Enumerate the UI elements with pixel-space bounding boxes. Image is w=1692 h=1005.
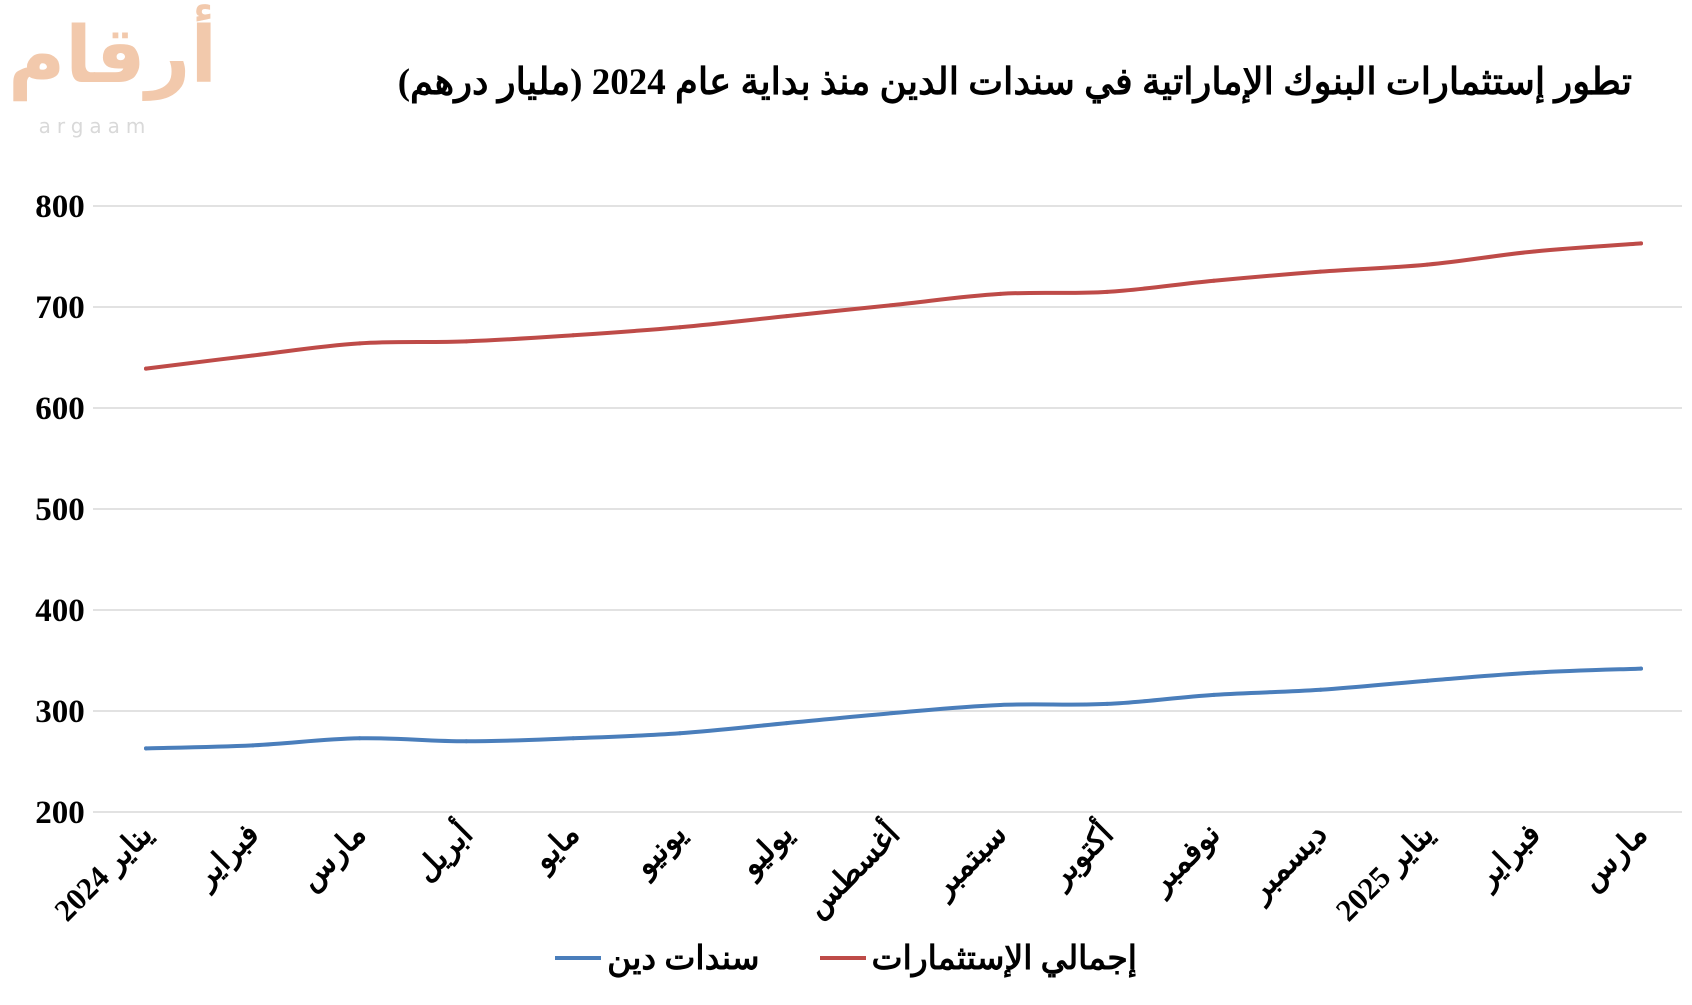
- legend-swatch: [819, 956, 866, 960]
- data-point: [784, 721, 789, 726]
- x-tick-label: ديسمبر: [1241, 816, 1335, 910]
- x-tick-label: أغسطس: [796, 813, 908, 925]
- data-point: [357, 736, 362, 741]
- data-point: [1211, 692, 1216, 697]
- data-point: [1211, 278, 1216, 283]
- data-point: [250, 353, 255, 358]
- legend-label: سندات دين: [607, 941, 760, 977]
- x-tick-label: يناير 2025: [1329, 816, 1442, 929]
- data-point: [1318, 269, 1323, 274]
- legend-swatch: [555, 956, 602, 960]
- data-point: [464, 739, 469, 744]
- y-tick-label: 600: [35, 391, 85, 427]
- x-tick-label: نوفمبر: [1141, 816, 1228, 903]
- data-point: [891, 302, 896, 307]
- y-tick-label: 800: [35, 189, 85, 225]
- x-tick-label: فبراير: [186, 816, 267, 897]
- data-point: [1105, 701, 1110, 706]
- data-point: [784, 314, 789, 319]
- data-point: [357, 341, 362, 346]
- data-point: [144, 366, 148, 371]
- data-point: [571, 333, 576, 338]
- logo-latin-text: argaam: [38, 114, 152, 138]
- x-tick-label: يوليو: [731, 816, 801, 886]
- x-tick-label: يونيو: [625, 816, 694, 885]
- data-point: [571, 736, 576, 741]
- data-point: [1425, 262, 1430, 267]
- y-tick-label: 700: [35, 290, 85, 326]
- legend: سندات دين إجمالي الإستثمارات: [0, 938, 1692, 978]
- data-point: [1639, 241, 1643, 246]
- data-point: [891, 711, 896, 716]
- data-point: [677, 731, 682, 736]
- legend-label: إجمالي الإستثمارات: [871, 941, 1137, 977]
- y-tick-label: 300: [35, 694, 85, 730]
- y-tick-label: 500: [35, 492, 85, 528]
- data-point: [1532, 670, 1537, 675]
- data-point: [144, 746, 148, 751]
- x-tick-label: فبراير: [1468, 816, 1549, 897]
- chart-title: تطور إستثمارات البنوك الإماراتية في سندا…: [397, 62, 1632, 103]
- y-tick-label: 200: [35, 795, 85, 831]
- y-tick-label: 400: [35, 593, 85, 629]
- x-tick-label: مارس: [292, 816, 374, 898]
- x-tick-label: أبريل: [405, 813, 481, 889]
- legend-item-1: إجمالي الإستثمارات: [819, 938, 1137, 978]
- gridlines: [93, 205, 1682, 813]
- data-point: [250, 743, 255, 748]
- x-tick-label: سبتمبر: [924, 816, 1015, 907]
- data-point: [464, 339, 469, 344]
- data-point: [1105, 289, 1110, 294]
- data-point: [1318, 687, 1323, 692]
- x-tick-label: يناير 2024: [47, 816, 160, 929]
- series-lines: [144, 241, 1643, 751]
- x-axis-tick-labels: يناير 2024 فبراير مارس أبريل مايو يونيو يوليوأ…: [47, 813, 1655, 929]
- series-line-0: [144, 666, 1643, 751]
- x-tick-label: أكتوبر: [1038, 813, 1121, 896]
- data-point: [1425, 678, 1430, 683]
- legend-item-0: سندات دين: [555, 938, 760, 978]
- x-tick-label: مارس: [1573, 816, 1655, 898]
- data-point: [1639, 666, 1643, 671]
- data-point: [998, 702, 1003, 707]
- data-point: [998, 291, 1003, 296]
- data-point: [1532, 249, 1537, 254]
- data-point: [677, 325, 682, 330]
- y-axis-tick-labels: 200 300 400 500 600 700 800: [35, 189, 85, 831]
- x-tick-label: مايو: [524, 816, 587, 879]
